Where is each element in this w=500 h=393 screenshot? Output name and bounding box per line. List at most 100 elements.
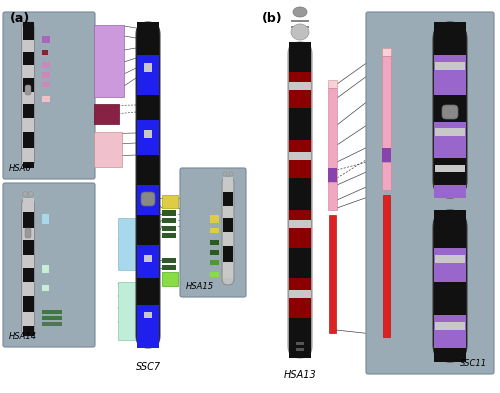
Bar bbox=[223, 218, 233, 232]
Ellipse shape bbox=[291, 24, 309, 40]
Bar bbox=[137, 215, 159, 245]
Bar bbox=[296, 342, 304, 345]
Bar bbox=[223, 177, 233, 192]
Bar bbox=[289, 248, 311, 278]
Bar bbox=[144, 130, 152, 138]
Bar bbox=[435, 62, 465, 70]
FancyBboxPatch shape bbox=[141, 192, 155, 206]
Bar bbox=[137, 155, 159, 185]
Bar bbox=[382, 148, 391, 162]
Bar bbox=[382, 48, 391, 56]
Bar bbox=[94, 104, 119, 124]
Bar bbox=[42, 322, 62, 326]
Bar bbox=[291, 26, 309, 28]
Bar bbox=[144, 195, 152, 202]
Bar bbox=[42, 62, 50, 68]
Bar bbox=[22, 255, 34, 268]
Bar bbox=[22, 22, 34, 40]
FancyBboxPatch shape bbox=[3, 12, 95, 179]
Bar bbox=[22, 148, 34, 162]
Bar bbox=[223, 246, 233, 262]
Bar bbox=[22, 52, 34, 65]
Bar bbox=[434, 95, 466, 122]
Bar bbox=[22, 132, 34, 148]
Bar bbox=[434, 348, 466, 362]
Text: HSA13: HSA13 bbox=[284, 370, 316, 380]
Bar bbox=[328, 80, 337, 88]
Bar bbox=[22, 198, 34, 212]
Bar bbox=[42, 82, 50, 87]
Text: HSA14: HSA14 bbox=[9, 332, 37, 341]
Bar bbox=[289, 108, 311, 140]
FancyBboxPatch shape bbox=[3, 183, 95, 347]
Bar bbox=[382, 56, 391, 148]
Bar bbox=[94, 132, 122, 167]
Bar bbox=[383, 195, 390, 337]
Bar bbox=[289, 278, 311, 318]
Bar bbox=[289, 290, 311, 298]
Bar bbox=[137, 22, 159, 55]
Bar bbox=[435, 128, 465, 136]
Bar bbox=[22, 40, 34, 52]
Bar bbox=[162, 258, 176, 263]
FancyBboxPatch shape bbox=[25, 228, 31, 238]
Bar bbox=[42, 96, 50, 102]
Bar bbox=[144, 312, 152, 318]
Bar bbox=[434, 210, 466, 248]
Bar bbox=[328, 168, 337, 182]
Bar bbox=[22, 162, 34, 168]
Bar bbox=[137, 278, 159, 305]
FancyBboxPatch shape bbox=[22, 22, 35, 168]
Bar bbox=[42, 310, 62, 314]
Bar bbox=[42, 50, 48, 55]
Circle shape bbox=[229, 172, 233, 176]
Bar bbox=[223, 232, 233, 246]
Bar bbox=[137, 55, 159, 95]
Bar bbox=[289, 318, 311, 358]
Circle shape bbox=[28, 191, 34, 196]
Bar bbox=[162, 272, 178, 286]
Bar bbox=[162, 195, 178, 208]
Bar bbox=[223, 262, 233, 278]
Bar bbox=[42, 265, 49, 273]
FancyBboxPatch shape bbox=[180, 168, 246, 297]
Bar bbox=[289, 140, 311, 178]
FancyBboxPatch shape bbox=[25, 85, 31, 95]
Text: (a): (a) bbox=[10, 12, 30, 25]
Bar bbox=[289, 210, 311, 248]
Bar bbox=[289, 72, 311, 108]
Bar bbox=[434, 282, 466, 315]
Bar bbox=[210, 260, 219, 265]
FancyBboxPatch shape bbox=[433, 210, 467, 362]
Bar bbox=[42, 72, 50, 78]
Bar bbox=[22, 78, 34, 92]
Bar bbox=[210, 250, 219, 255]
Bar bbox=[223, 192, 233, 206]
Bar bbox=[137, 305, 159, 348]
FancyBboxPatch shape bbox=[22, 198, 35, 336]
Bar bbox=[118, 282, 138, 340]
Bar bbox=[22, 228, 34, 240]
FancyBboxPatch shape bbox=[222, 177, 234, 285]
Bar bbox=[42, 285, 49, 291]
Bar bbox=[289, 220, 311, 228]
Bar bbox=[210, 228, 219, 233]
Bar bbox=[434, 248, 466, 282]
FancyBboxPatch shape bbox=[433, 22, 467, 198]
Bar bbox=[291, 20, 309, 22]
Bar bbox=[210, 215, 219, 223]
Bar bbox=[22, 240, 34, 255]
Bar bbox=[382, 162, 391, 190]
Bar bbox=[137, 245, 159, 278]
Text: SSC7: SSC7 bbox=[136, 362, 160, 372]
Bar bbox=[435, 322, 465, 330]
Bar bbox=[210, 240, 219, 245]
Bar bbox=[434, 122, 466, 158]
FancyBboxPatch shape bbox=[442, 105, 458, 119]
Bar bbox=[289, 178, 311, 210]
Bar bbox=[137, 95, 159, 120]
FancyBboxPatch shape bbox=[366, 12, 494, 374]
Bar bbox=[328, 88, 337, 183]
Circle shape bbox=[223, 172, 227, 176]
Bar bbox=[162, 218, 176, 223]
